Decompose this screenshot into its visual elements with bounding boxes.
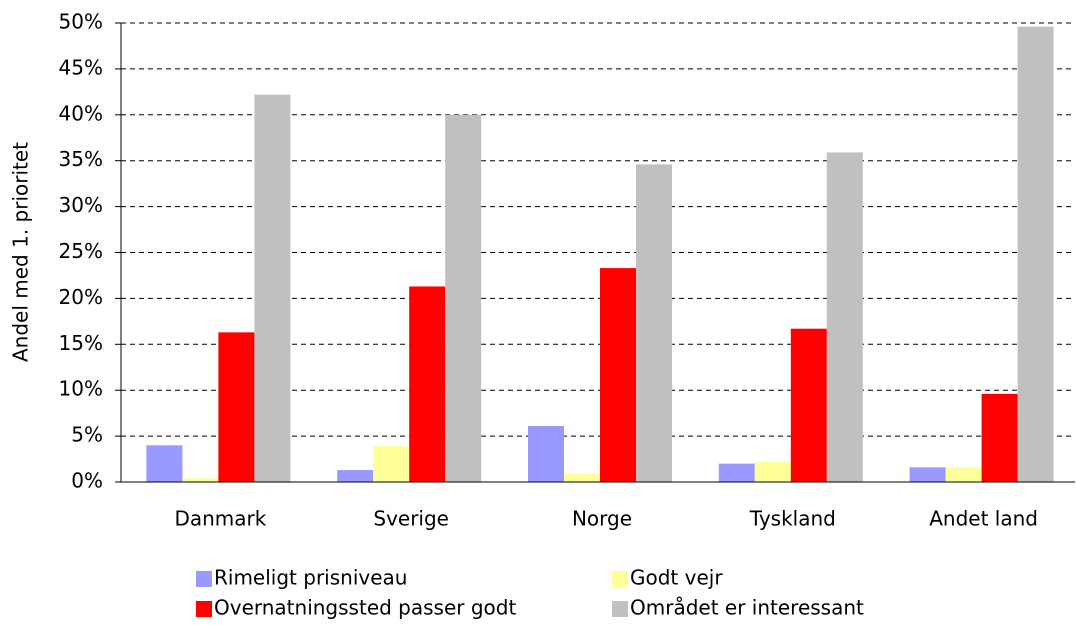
bar <box>754 461 791 482</box>
bar <box>718 463 755 482</box>
y-tick-label: 45% <box>59 55 103 79</box>
bar <box>600 268 636 482</box>
bar <box>909 467 946 482</box>
legend-label: Området er interessant <box>630 596 864 620</box>
x-tick-label: Danmark <box>174 507 266 531</box>
y-tick-label: 20% <box>59 285 103 309</box>
bar <box>790 328 827 482</box>
y-tick-label: 40% <box>59 101 103 125</box>
bar <box>1017 26 1054 483</box>
legend-swatch <box>196 601 212 617</box>
legend-label: Rimeligt prisniveau <box>214 566 407 590</box>
y-tick-label: 10% <box>59 377 103 401</box>
x-tick-label: Sverige <box>373 507 449 531</box>
bar <box>409 286 446 482</box>
bar <box>945 467 982 482</box>
bar <box>636 164 672 482</box>
x-tick-label: Tyskland <box>749 507 836 531</box>
y-tick-label: 25% <box>59 239 103 263</box>
bar <box>254 94 291 482</box>
y-tick-label: 0% <box>71 469 103 493</box>
legend-swatch <box>612 571 628 587</box>
bar <box>826 152 863 483</box>
y-tick-label: 50% <box>59 10 103 34</box>
bar <box>146 445 183 482</box>
legend-swatch <box>612 601 628 617</box>
y-tick-label: 5% <box>71 423 103 447</box>
x-tick-label: Andet land <box>929 507 1038 531</box>
y-axis-label: Andel med 1. prioritet <box>9 142 33 362</box>
bar <box>373 446 410 482</box>
x-tick-label: Norge <box>572 507 632 531</box>
bar <box>337 470 374 482</box>
bar <box>564 473 600 482</box>
bar <box>528 426 564 482</box>
bar <box>182 478 219 482</box>
legend-label: Godt vejr <box>630 566 723 590</box>
legend-label: Overnatningssted passer godt <box>214 596 516 620</box>
bar <box>218 332 255 482</box>
y-tick-label: 15% <box>59 331 103 355</box>
legend-swatch <box>196 571 212 587</box>
y-tick-label: 35% <box>59 147 103 171</box>
y-tick-label: 30% <box>59 193 103 217</box>
bar <box>445 114 482 483</box>
bar <box>981 393 1018 482</box>
